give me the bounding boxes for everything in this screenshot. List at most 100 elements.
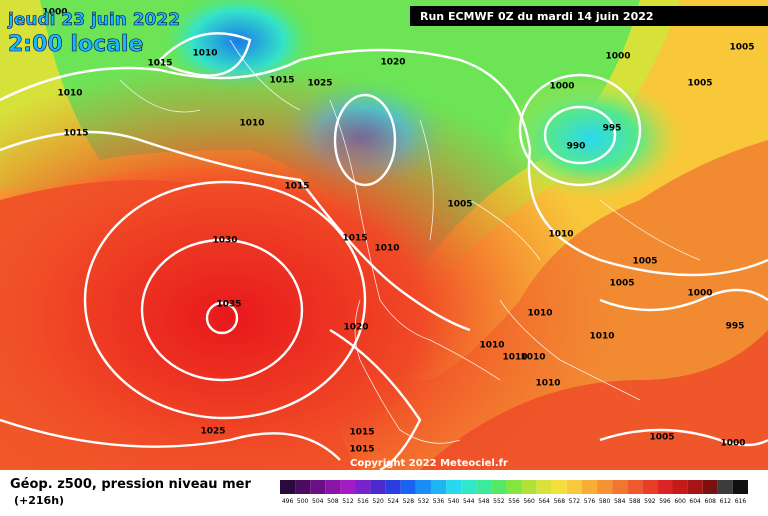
- colorbar-swatch: [325, 480, 341, 494]
- colorbar-label: 500: [297, 498, 309, 505]
- isobars: [0, 32, 768, 472]
- footer-title: Géop. z500, pression niveau mer: [10, 477, 251, 492]
- colorbar-label: 516: [357, 498, 369, 505]
- colorbar-label: 532: [418, 498, 430, 505]
- isobar-label: 1010: [192, 49, 217, 59]
- colorbar-swatch: [536, 480, 552, 494]
- isobar-label: 1000: [687, 289, 712, 299]
- colorbar-label: 504: [312, 498, 324, 505]
- colorbar-label: 616: [735, 498, 747, 505]
- isobar-labels: 1000 1010 1015 1015 1010 1025 1020 1010 1015 1015…: [42, 8, 754, 455]
- isobar-label: 1015: [269, 76, 294, 86]
- colorbar-swatch: [295, 480, 311, 494]
- run-banner: [410, 6, 768, 26]
- isobar-label: 1000: [549, 82, 574, 92]
- colorbar-label: 592: [644, 498, 656, 505]
- colorbar-swatch: [491, 480, 507, 494]
- colorbar-swatch: [642, 480, 658, 494]
- colorbar-swatch: [551, 480, 567, 494]
- isobar-label: 1010: [527, 309, 552, 319]
- isobar-label: 1015: [63, 129, 88, 139]
- isobar-label: 1025: [200, 427, 225, 437]
- colorbar-label: 564: [538, 498, 550, 505]
- colorbar-label: 608: [705, 498, 717, 505]
- isobar-label: 1010: [520, 353, 545, 363]
- run-text: Run ECMWF 0Z du mardi 14 juin 2022: [420, 10, 654, 23]
- isobar-label: 1005: [447, 200, 472, 210]
- colorbar: 496 500 504 508 512 516 520 524 528 532 536 540 544 5…: [280, 480, 748, 505]
- colorbar-label: 572: [569, 498, 581, 505]
- isobar-label: 1035: [216, 300, 241, 310]
- isobar-label: 1005: [632, 257, 657, 267]
- isobar-label: 1005: [649, 433, 674, 443]
- colorbar-label: 576: [584, 498, 596, 505]
- isobar-label: 990: [567, 142, 586, 152]
- colorbar-label: 552: [493, 498, 505, 505]
- coastlines: [119, 39, 701, 444]
- colorbar-swatch: [400, 480, 416, 494]
- isobar-label: 1015: [349, 428, 374, 438]
- isobar-label: 1015: [349, 445, 374, 455]
- isobar-label: 1020: [380, 58, 405, 68]
- isobar-label: 1015: [284, 182, 309, 192]
- colorbar-swatch: [627, 480, 643, 494]
- colorbar-swatch: [732, 480, 748, 494]
- colorbar-label: 548: [478, 498, 490, 505]
- colorbar-swatch: [597, 480, 613, 494]
- colorbar-swatch: [370, 480, 386, 494]
- colorbar-swatch: [702, 480, 718, 494]
- isobar-label: 1015: [147, 59, 172, 69]
- isobar-label: 1025: [307, 79, 332, 89]
- colorbar-label: 544: [463, 498, 475, 505]
- colorbar-label: 612: [720, 498, 732, 505]
- colorbar-swatch: [506, 480, 522, 494]
- isobar-label: 1005: [729, 43, 754, 53]
- colorbar-label: 508: [327, 498, 339, 505]
- isobar-label: 1010: [589, 332, 614, 342]
- colorbar-swatch: [340, 480, 356, 494]
- colorbar-swatch: [446, 480, 462, 494]
- colorbar-swatch: [566, 480, 582, 494]
- isobar-label: 1020: [343, 323, 368, 333]
- isobar-label: 995: [603, 124, 622, 134]
- colorbar-swatch: [521, 480, 537, 494]
- colorbar-label: 496: [282, 498, 294, 505]
- south-east-warm: [420, 330, 768, 470]
- colorbar-swatch: [687, 480, 703, 494]
- isobar-label: 1010: [502, 353, 527, 363]
- colorbar-label: 528: [403, 498, 415, 505]
- colorbar-swatch: [310, 480, 326, 494]
- colorbar-label: 596: [659, 498, 671, 505]
- isobar-label: 1010: [548, 230, 573, 240]
- colorbar-swatch: [415, 480, 431, 494]
- colorbar-swatch: [280, 480, 296, 494]
- colorbar-swatch: [355, 480, 371, 494]
- colorbar-swatch: [672, 480, 688, 494]
- colorbar-label: 536: [433, 498, 445, 505]
- colorbar-swatch: [717, 480, 733, 494]
- colorbar-swatch: [430, 480, 447, 494]
- subtitle: 2:00 locale: [8, 32, 143, 57]
- isobar-label: 1000: [605, 52, 630, 62]
- copyright: Copyright 2022 Meteociel.fr: [350, 458, 508, 469]
- colorbar-label: 568: [554, 498, 566, 505]
- colorbar-label: 512: [342, 498, 354, 505]
- isobar-label: 1010: [535, 379, 560, 389]
- colorbar-swatch: [612, 480, 628, 494]
- colorbar-swatch: [461, 480, 477, 494]
- isobar-label: 1000: [42, 8, 67, 18]
- colorbar-label: 604: [689, 498, 701, 505]
- colorbar-label: 588: [629, 498, 641, 505]
- colorbar-label: 520: [372, 498, 384, 505]
- isobar-label: 1010: [374, 244, 399, 254]
- colorbar-label: 556: [508, 498, 520, 505]
- isobar-label: 1010: [239, 119, 264, 129]
- colorbar-label: 540: [448, 498, 460, 505]
- colorbar-swatch: [476, 480, 492, 494]
- title: jeudi 23 juin 2022: [7, 10, 180, 30]
- isobar-label: 1005: [609, 279, 634, 289]
- isobar-label: 1030: [212, 236, 237, 246]
- isobar-label: 1005: [687, 79, 712, 89]
